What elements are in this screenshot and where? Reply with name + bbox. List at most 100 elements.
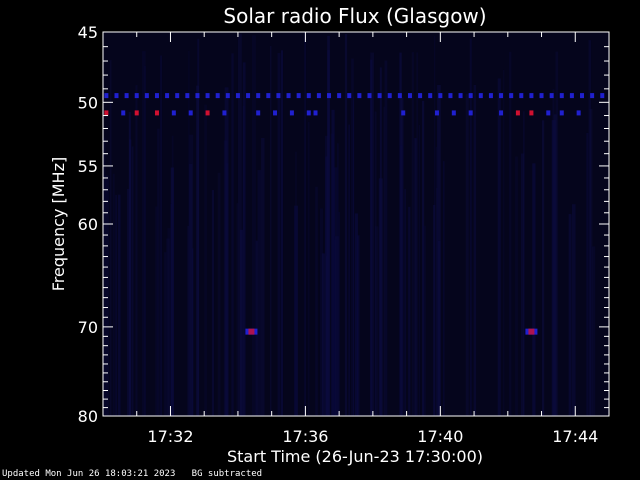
noise-column bbox=[270, 45, 272, 417]
noise-column bbox=[521, 153, 525, 416]
band-50.8MHz-mark bbox=[289, 110, 294, 116]
noise-column bbox=[304, 32, 307, 417]
noise-column bbox=[443, 161, 445, 416]
noise-column bbox=[515, 156, 518, 416]
updated-timestamp: Updated Mon Jun 26 18:03:21 2023 bbox=[2, 469, 176, 479]
band-49.5MHz-mark bbox=[580, 93, 585, 99]
band-49.5MHz-mark bbox=[397, 93, 402, 99]
x-tick-label: 17:40 bbox=[417, 427, 463, 446]
noise-column bbox=[586, 132, 589, 416]
noise-column bbox=[211, 190, 215, 416]
noise-column bbox=[374, 226, 379, 416]
band-49.5MHz-mark bbox=[377, 93, 382, 99]
band-50.8MHz-mark bbox=[576, 110, 581, 116]
band-49.5MHz-mark bbox=[357, 93, 362, 99]
band-50.8MHz-mark bbox=[401, 110, 406, 116]
band-49.5MHz-mark bbox=[124, 93, 129, 99]
noise-column bbox=[411, 52, 414, 417]
noise-column bbox=[321, 253, 325, 416]
noise-column bbox=[242, 62, 246, 416]
noise-column bbox=[157, 128, 160, 416]
noise-column bbox=[551, 120, 556, 416]
noise-column bbox=[334, 236, 339, 416]
band-50.8MHz-strong-mark bbox=[104, 110, 109, 116]
noise-column bbox=[251, 35, 256, 416]
noise-column bbox=[378, 178, 383, 416]
burst-core-mark bbox=[528, 328, 535, 335]
noise-column bbox=[418, 124, 421, 416]
band-49.5MHz-mark bbox=[549, 93, 554, 99]
noise-column bbox=[383, 106, 385, 417]
noise-column bbox=[589, 108, 593, 416]
band-50.8MHz-strong-mark bbox=[529, 110, 534, 116]
noise-column bbox=[416, 52, 418, 416]
noise-column bbox=[325, 256, 327, 416]
noise-column bbox=[277, 53, 281, 416]
noise-column bbox=[315, 186, 318, 416]
noise-column bbox=[231, 53, 234, 417]
band-50.8MHz-mark bbox=[188, 110, 193, 116]
noise-column bbox=[433, 204, 436, 416]
noise-column bbox=[196, 85, 200, 416]
noise-column bbox=[239, 229, 244, 416]
band-50.8MHz-mark bbox=[434, 110, 439, 116]
x-axis-label: Start Time (26-Jun-23 17:30:00) bbox=[227, 447, 483, 466]
noise-column bbox=[437, 240, 441, 416]
band-49.5MHz-mark bbox=[600, 93, 605, 99]
band-49.5MHz-mark bbox=[246, 93, 251, 99]
noise-column bbox=[497, 78, 501, 416]
band-50.8MHz-mark bbox=[451, 110, 456, 116]
band-49.5MHz-mark bbox=[235, 93, 240, 99]
noise-column bbox=[142, 51, 146, 417]
noise-column bbox=[422, 100, 425, 416]
y-axis-label: Frequency [MHz] bbox=[49, 157, 68, 291]
noise-column bbox=[127, 188, 130, 416]
band-49.5MHz-mark bbox=[347, 93, 352, 99]
band-50.8MHz-mark bbox=[171, 110, 176, 116]
noise-column bbox=[144, 65, 146, 416]
noise-column bbox=[103, 137, 106, 416]
noise-column bbox=[224, 87, 229, 416]
y-tick-label: 80 bbox=[78, 407, 98, 426]
burst-core-mark bbox=[248, 328, 255, 335]
noise-column bbox=[128, 111, 131, 416]
band-49.5MHz-mark bbox=[367, 93, 372, 99]
band-49.5MHz-mark bbox=[438, 93, 443, 99]
noise-column bbox=[189, 134, 194, 416]
band-49.5MHz-mark bbox=[559, 93, 564, 99]
noise-column bbox=[135, 85, 138, 416]
noise-column bbox=[357, 235, 360, 416]
noise-column bbox=[568, 214, 572, 416]
noise-column bbox=[352, 96, 355, 416]
noise-column bbox=[553, 114, 557, 416]
noise-column bbox=[217, 172, 221, 416]
band-49.5MHz-mark bbox=[478, 93, 483, 99]
noise-column bbox=[399, 145, 403, 417]
noise-column bbox=[436, 187, 438, 416]
noise-column bbox=[399, 52, 402, 417]
noise-column bbox=[325, 156, 328, 416]
x-tick-label: 17:36 bbox=[282, 427, 328, 446]
band-50.8MHz-mark bbox=[499, 110, 504, 116]
band-49.5MHz-mark bbox=[185, 93, 190, 99]
noise-column bbox=[189, 163, 193, 416]
band-50.8MHz-strong-mark bbox=[134, 110, 139, 116]
noise-column bbox=[338, 212, 340, 416]
band-50.8MHz-strong-mark bbox=[515, 110, 520, 116]
band-50.8MHz-mark bbox=[256, 110, 261, 116]
band-49.5MHz-mark bbox=[114, 93, 119, 99]
band-49.5MHz-mark bbox=[590, 93, 595, 99]
band-49.5MHz-mark bbox=[266, 93, 271, 99]
band-50.8MHz-mark bbox=[121, 110, 126, 116]
noise-column bbox=[370, 52, 375, 416]
noise-column bbox=[374, 111, 377, 417]
noise-column bbox=[354, 213, 358, 416]
data-marks bbox=[104, 93, 605, 335]
noise-column bbox=[204, 104, 207, 416]
noise-column bbox=[295, 151, 297, 416]
noise-column bbox=[532, 163, 536, 416]
y-tick-label: 60 bbox=[78, 215, 98, 234]
band-49.5MHz-mark bbox=[458, 93, 463, 99]
noise-column bbox=[523, 111, 525, 416]
